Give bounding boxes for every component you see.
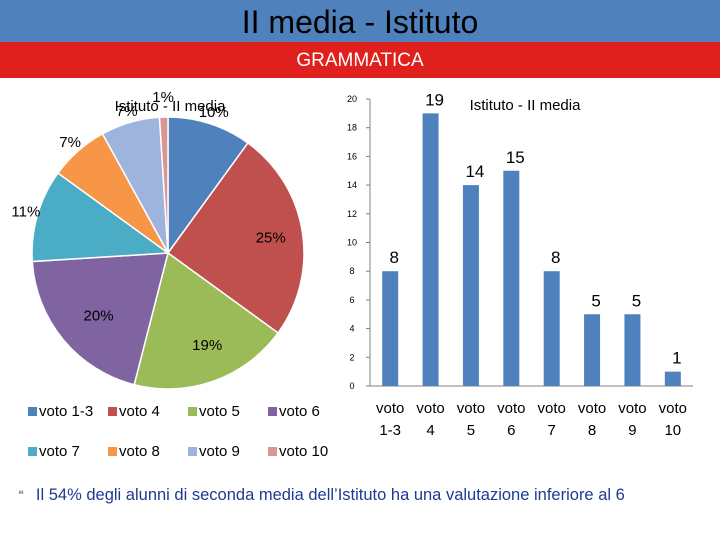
x-tick-label: 6 xyxy=(507,422,515,439)
legend-swatch xyxy=(188,447,197,456)
x-tick-label: voto xyxy=(538,400,566,417)
x-tick-label: 4 xyxy=(426,422,434,439)
page-title: II media - Istituto xyxy=(0,0,720,42)
bar xyxy=(624,314,641,386)
bar xyxy=(664,371,681,386)
legend-label: voto 10 xyxy=(279,443,328,460)
y-tick-label: 20 xyxy=(347,94,357,104)
legend-swatch xyxy=(108,407,117,416)
bar xyxy=(422,113,439,386)
bar-data-label: 5 xyxy=(632,291,641,310)
y-tick-label: 8 xyxy=(349,266,354,276)
pie-data-label: 10% xyxy=(199,104,229,121)
y-tick-label: 4 xyxy=(349,324,354,334)
legend-label: voto 7 xyxy=(39,443,80,460)
pie-data-label: 19% xyxy=(192,337,222,354)
footer-text: Il 54% degli alunni di seconda media del… xyxy=(35,486,625,504)
pie-data-label: 11% xyxy=(11,204,40,221)
bullet-icon: ❝ xyxy=(18,489,24,501)
legend-swatch xyxy=(28,447,37,456)
bar-chart: Istituto - II media024681012141618208vot… xyxy=(347,90,693,439)
x-tick-label: voto xyxy=(376,400,404,417)
x-tick-label: voto xyxy=(457,400,485,417)
pie-title: Istituto - II media xyxy=(115,98,227,115)
bar-data-label: 14 xyxy=(465,162,484,181)
y-tick-label: 16 xyxy=(347,151,357,161)
pie-data-label: 20% xyxy=(84,307,114,324)
legend-label: voto 8 xyxy=(119,443,160,460)
pie-slice xyxy=(158,116,169,254)
x-tick-label: voto xyxy=(618,400,646,417)
y-tick-label: 14 xyxy=(347,180,357,190)
x-tick-label: 8 xyxy=(588,422,596,439)
legend-swatch xyxy=(268,447,277,456)
x-tick-label: 7 xyxy=(548,422,556,439)
bar-data-label: 8 xyxy=(389,248,398,267)
pie-slice xyxy=(31,172,171,263)
bar-data-label: 15 xyxy=(506,148,525,167)
legend-label: voto 6 xyxy=(279,403,320,420)
y-tick-label: 0 xyxy=(349,381,354,391)
bar xyxy=(382,271,399,386)
footer-note: ❝ Il 54% degli alunni di seconda media de… xyxy=(18,486,718,510)
pie-data-label: 7% xyxy=(59,134,81,151)
x-tick-label: voto xyxy=(416,400,444,417)
legend-label: voto 1-3 xyxy=(39,403,93,420)
y-tick-label: 10 xyxy=(347,238,357,248)
bar xyxy=(584,314,601,386)
y-tick-label: 2 xyxy=(349,352,354,362)
legend-label: voto 9 xyxy=(199,443,240,460)
bar xyxy=(543,271,560,386)
bar-title: Istituto - II media xyxy=(470,97,582,114)
x-tick-label: 9 xyxy=(628,422,636,439)
y-tick-label: 12 xyxy=(347,209,357,219)
bar-data-label: 19 xyxy=(425,90,444,109)
pie-data-label: 1% xyxy=(152,89,174,106)
pie-data-label: 7% xyxy=(116,103,138,120)
x-tick-label: 10 xyxy=(664,422,681,439)
legend-swatch xyxy=(188,407,197,416)
x-tick-label: 1-3 xyxy=(379,422,401,439)
bar xyxy=(503,170,520,386)
x-tick-label: 5 xyxy=(467,422,475,439)
pie-slice xyxy=(167,116,249,256)
x-tick-label: voto xyxy=(578,400,606,417)
x-tick-label: voto xyxy=(659,400,687,417)
legend-swatch xyxy=(28,407,37,416)
pie-slice xyxy=(166,141,305,334)
pie-slice xyxy=(31,252,169,386)
bar-data-label: 5 xyxy=(591,291,600,310)
y-tick-label: 6 xyxy=(349,295,354,305)
legend-swatch xyxy=(108,447,117,456)
legend-label: voto 5 xyxy=(199,403,240,420)
y-tick-label: 18 xyxy=(347,123,357,133)
legend-swatch xyxy=(268,407,277,416)
bar xyxy=(462,185,479,386)
legend-label: voto 4 xyxy=(119,403,160,420)
pie-slice xyxy=(133,251,280,390)
bar-data-label: 1 xyxy=(672,349,681,368)
x-tick-label: voto xyxy=(497,400,525,417)
pie-data-label: 25% xyxy=(256,230,286,247)
bar-data-label: 8 xyxy=(551,248,560,267)
page-subtitle: GRAMMATICA xyxy=(0,42,720,78)
